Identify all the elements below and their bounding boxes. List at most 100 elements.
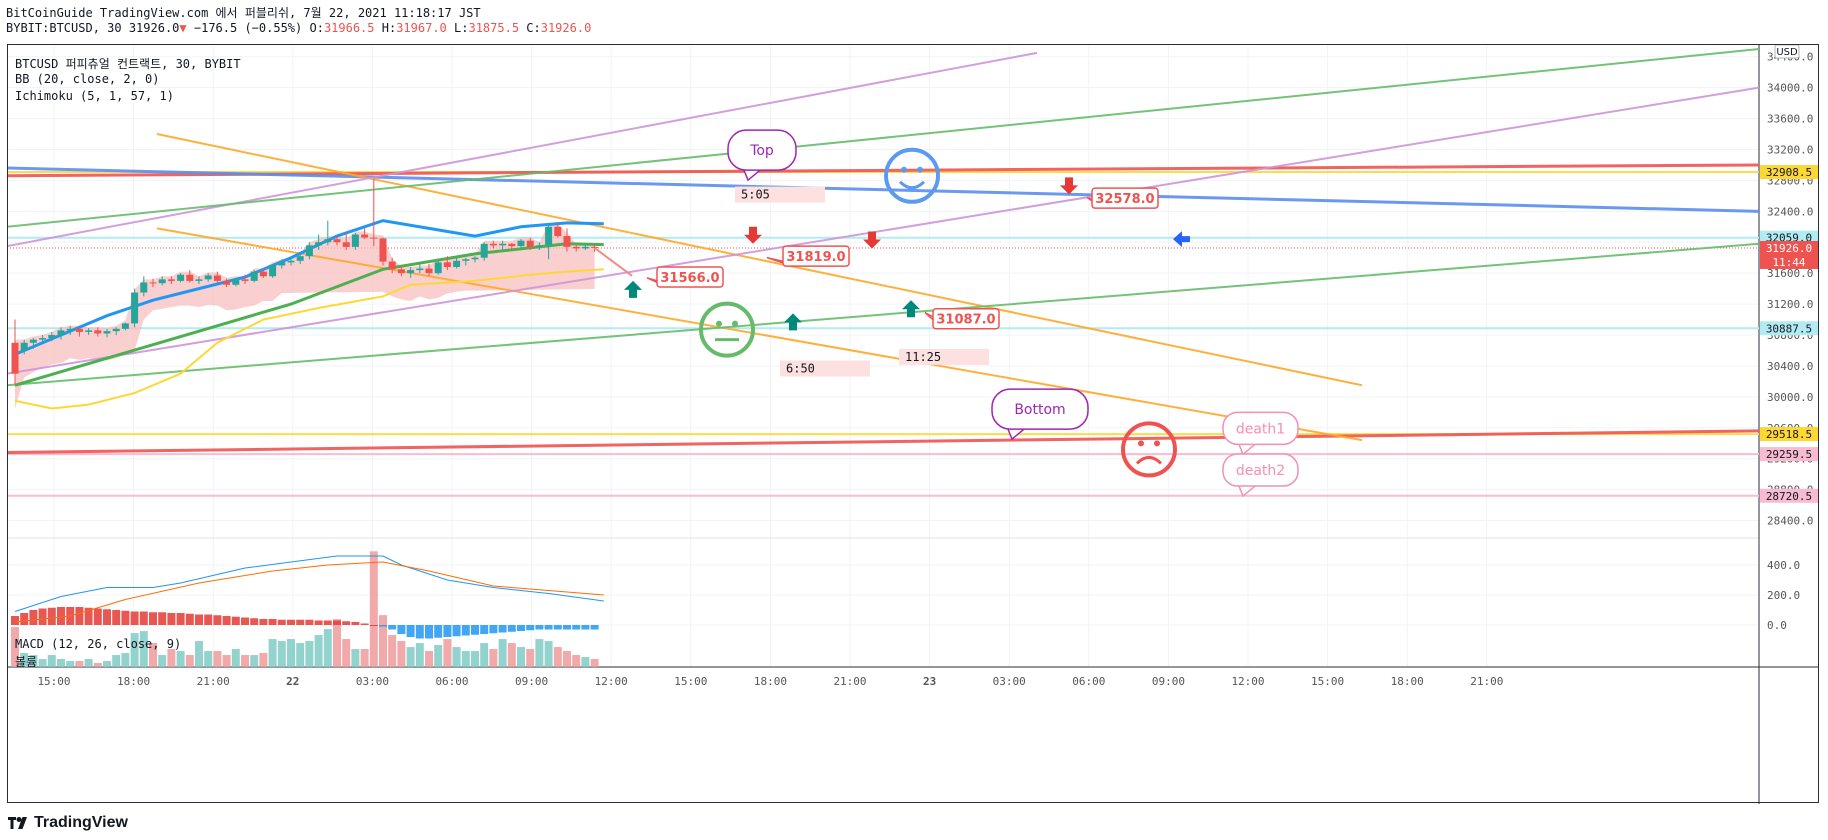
macd-hist-bar [526,625,535,631]
candle-body [361,234,369,238]
face-eye [1138,440,1144,447]
macd-tick-label: 0.0 [1767,619,1787,632]
macd-hist-bar [434,625,443,638]
candle-body [388,261,396,270]
symbol-legend: BTCUSD 퍼피츄얼 컨트랙트, 30, BYBIT [15,57,241,71]
currency-badge [1774,44,1800,59]
time-tick-label: 15:00 [674,675,707,688]
macd-legend: MACD (12, 26, close, 9) [15,637,182,651]
volume-bar [112,655,121,667]
trend-line [7,86,1760,375]
candle-body [508,243,516,247]
price-label-bg [1760,488,1819,503]
time-tick-label: 15:00 [37,675,70,688]
high-label: H: [381,21,397,35]
chart-canvas[interactable]: 31566.0 31819.0 31087.0 32578.0 5:05 6:50 11:2… [7,44,1819,804]
time-tick-label: 21:00 [833,675,866,688]
candle-body [287,260,295,263]
candle-body [407,270,415,274]
face-eye [917,166,923,173]
bb-basis-line [14,242,604,387]
open-value: 31966.5 [323,21,375,35]
macd-hist-bar [452,625,461,637]
macd-hist-bar [296,619,305,625]
price-label: 30887.5 [1766,322,1812,335]
time-tick-label: 18:00 [1391,675,1424,688]
chart-header: BitCoinGuide TradingView.com 에서 퍼블리쉬, 7월… [6,6,591,36]
time-tick-label: 15:00 [1311,675,1344,688]
up-arrow-icon [784,313,802,331]
macd-hist-bar [204,614,213,625]
volume-bars [11,551,599,667]
volume-bar [139,631,148,667]
volume-bar [305,641,314,667]
macd-hist-bar [57,607,65,625]
candle-body [591,246,599,248]
candle-body [351,234,359,247]
candle-body [535,245,543,247]
volume-bar [388,635,397,667]
macd-hist-bar [498,625,507,633]
volume-bar [471,651,479,667]
macd-hist-bar [103,609,111,625]
candle-body [324,239,332,243]
bubble-tail [743,169,761,182]
down-arrow-icon: ▼ [179,21,187,35]
brand-name: TradingView [34,814,128,831]
time-tick-label: 22 [286,675,299,688]
tradingview-logo[interactable]: TradingView [8,814,128,832]
time-tick-label: 21:00 [1470,675,1503,688]
candle-body [296,256,304,261]
macd-hist-bar [581,625,590,630]
candle-body [453,260,461,267]
macd-hist-bar [590,625,599,630]
volume-bar [369,551,378,667]
price-tick-label: 31600.0 [1767,267,1813,280]
candle-body [94,330,102,334]
volume-bar [231,649,240,667]
face-mouth [1135,455,1163,465]
close-label: C: [526,21,541,35]
macd-hist-bar [314,620,323,625]
candle-body [480,243,488,258]
macd-hist-bar [406,625,415,637]
volume-bar [213,651,222,667]
candle-body [213,275,221,281]
macd-hist-bar [369,625,378,626]
macd-hist-bar [47,607,56,625]
bb-lower-line [14,268,604,410]
candle-body [269,265,277,277]
time-range-box [735,186,825,203]
candle-body [241,279,249,281]
open-label: O: [309,21,324,35]
volume-bar [250,655,259,667]
macd-hist-bar [507,625,516,632]
candle-body [526,240,534,247]
close-value: 31926.0 [540,21,592,35]
macd-hist-bar [379,625,387,627]
candle-body [140,282,148,293]
callout-value: 31819.0 [786,250,845,265]
macd-hist-bar [222,616,231,625]
volume-bar [535,639,544,667]
ohlc-line: BYBIT:BTCUSD, 30 31926.0▼ −176.5 (−0.55%… [6,21,591,36]
macd-hist-bar [195,614,203,625]
price-label-bg [1760,447,1819,462]
candle-body [471,257,479,260]
candle-body [581,246,589,249]
macd-tick-label: 400.0 [1767,559,1800,572]
ichimoku-legend: Ichimoku (5, 1, 57, 1) [15,89,174,103]
ichimoku-cloud [15,223,595,409]
candle-body [112,328,120,332]
callout-value: 32578.0 [1095,192,1154,207]
grid-lines [7,44,1759,667]
candle-body [121,323,129,329]
candle-body [250,271,258,281]
candle-body [545,226,553,246]
volume-bar [176,651,185,667]
macd-hist-bar [38,608,47,625]
up-arrow-icon [624,280,642,298]
chart-frame [7,44,1819,803]
face-eye [716,320,722,327]
low-label: L: [454,21,469,35]
